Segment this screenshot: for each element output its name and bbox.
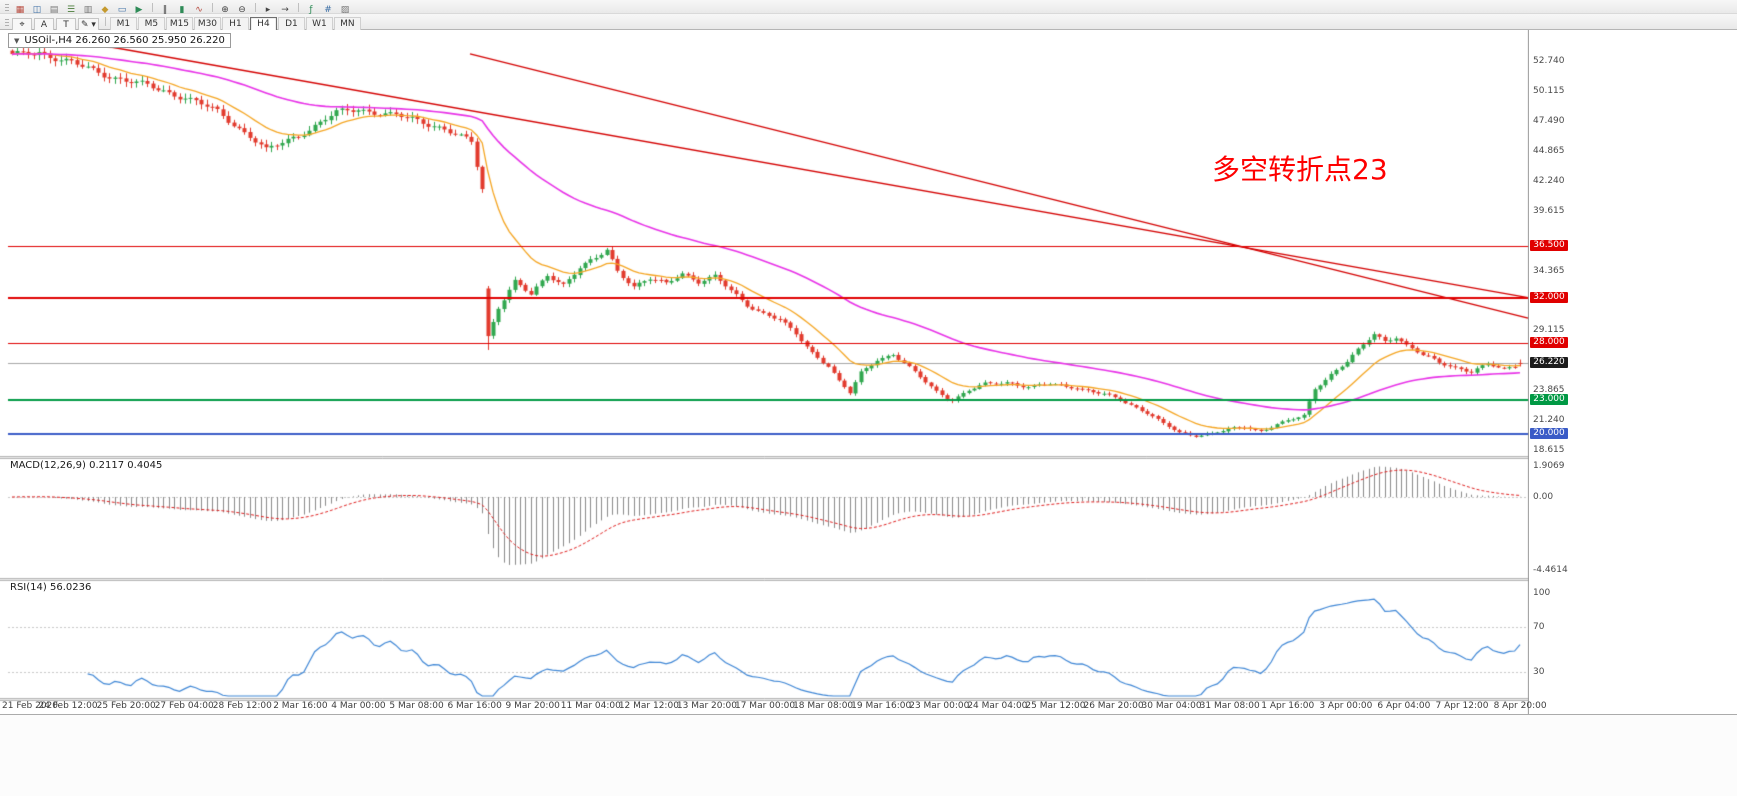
current-price-label: 26.220	[1530, 357, 1568, 369]
toolbar-separator	[104, 17, 106, 26]
profiles-icon[interactable]: ▤	[49, 5, 59, 15]
rsi-axis-label: 100	[1533, 588, 1551, 598]
data-window-icon[interactable]: ▥	[83, 5, 93, 15]
bottom-panel	[0, 714, 1737, 796]
toolbar-separator	[212, 3, 213, 12]
toolbar-main-icons: ▦ ◫ ▤ ☰ ▥ ◆ ▭ ▶ ‖ ▮ ∿ ⊕ ⊖ ▸ → ƒ # ▨	[12, 0, 354, 16]
strategy-tester-icon[interactable]: ▶	[135, 5, 143, 15]
auto-scroll-icon[interactable]: ▸	[265, 5, 271, 15]
chart-title-text: USOil-,H4 26.260 26.560 25.950 26.220	[24, 35, 225, 46]
new-order-icon[interactable]: ▦	[15, 5, 25, 15]
price-level-label: 28.000	[1530, 337, 1568, 349]
market-watch-icon[interactable]: ☰	[66, 5, 76, 15]
price-axis-tick: 29.115	[1533, 325, 1565, 336]
navigator-icon[interactable]: ◆	[101, 5, 109, 15]
line-studies-tools: ⌖ A T ✎ ▾	[12, 12, 101, 32]
price-axis-tick: 47.490	[1533, 116, 1565, 127]
price-chart-canvas[interactable]	[0, 30, 1529, 714]
price-axis-tick: 50.115	[1533, 86, 1565, 97]
toolbar-drag-handle[interactable]	[5, 2, 9, 11]
terminal-icon[interactable]: ▭	[117, 5, 127, 15]
price-axis-tick: 21.240	[1533, 415, 1565, 426]
timeframe-w1[interactable]: W1	[305, 17, 333, 32]
price-axis-tick: 39.615	[1533, 205, 1565, 216]
candlestick-chart-icon[interactable]: ▮	[179, 5, 185, 15]
price-level-label: 20.000	[1530, 428, 1568, 440]
macd-axis-label: 1.9069	[1533, 460, 1565, 471]
price-level-label: 23.000	[1530, 394, 1568, 406]
line-chart-icon[interactable]: ∿	[195, 5, 203, 15]
templates-icon[interactable]: ▨	[340, 5, 350, 15]
chart-menu-icon[interactable]: ▼	[14, 36, 20, 45]
toolbar-separator	[298, 3, 299, 12]
rsi-axis-label: 30	[1533, 667, 1545, 678]
timeframe-buttons: M1 M5 M15 M30 H1 H4 D1 W1 MN	[109, 11, 362, 32]
price-axis-tick: 18.615	[1533, 445, 1565, 455]
price-axis-tick: 44.865	[1533, 146, 1565, 157]
toolbar-main: ▦ ◫ ▤ ☰ ▥ ◆ ▭ ▶ ‖ ▮ ∿ ⊕ ⊖ ▸ → ƒ # ▨	[0, 0, 1737, 16]
price-axis-tick: 34.365	[1533, 265, 1565, 276]
chart-title-box[interactable]: ▼ USOil-,H4 26.260 26.560 25.950 26.220	[8, 33, 231, 48]
toolbar-drag-handle[interactable]	[5, 17, 9, 26]
toolbar-separator	[152, 3, 153, 12]
zoom-in-icon[interactable]: ⊕	[221, 5, 229, 15]
price-axis-tick: 52.740	[1533, 56, 1565, 67]
indicators-icon[interactable]: ƒ	[309, 5, 313, 15]
price-level-label: 36.500	[1530, 240, 1568, 252]
macd-axis-label: -4.4614	[1533, 564, 1568, 575]
charts-icon[interactable]: ◫	[32, 5, 42, 15]
rsi-axis-label: 70	[1533, 621, 1545, 632]
chart-shift-icon[interactable]: →	[281, 5, 289, 15]
macd-axis-label: 0.00	[1533, 492, 1554, 502]
toolbar-separator	[255, 3, 256, 12]
price-axis-tick: 42.240	[1533, 175, 1565, 186]
periods-icon[interactable]: #	[324, 5, 332, 15]
toolbar-line-studies-periods: ⌖ A T ✎ ▾ M1 M5 M15 M30 H1 H4 D1 W1 MN	[0, 11, 1737, 32]
price-level-label: 32.000	[1530, 291, 1568, 303]
price-axis-tick: 23.865	[1533, 385, 1565, 396]
zoom-out-icon[interactable]: ⊖	[238, 5, 246, 15]
bar-chart-icon[interactable]: ‖	[162, 5, 168, 15]
